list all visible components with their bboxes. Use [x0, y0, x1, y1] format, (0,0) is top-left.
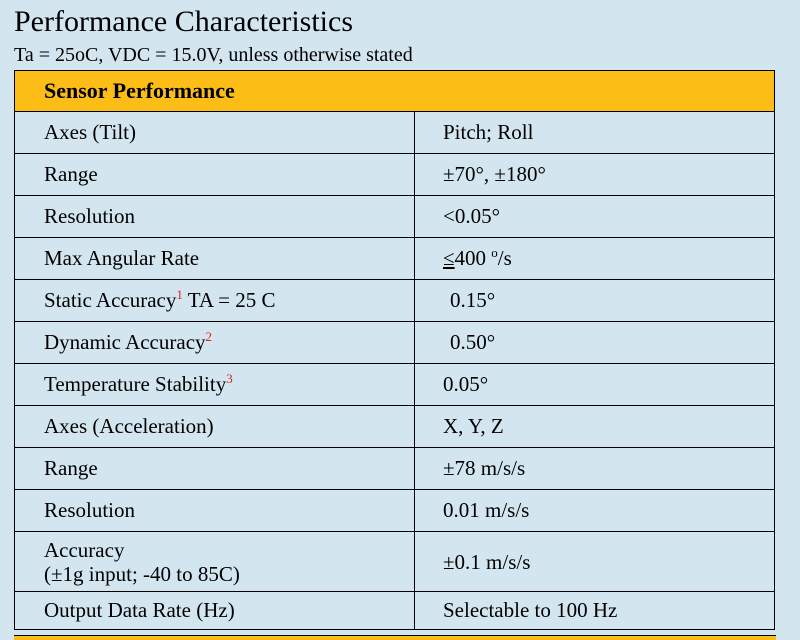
table-row: Resolution <0.05°: [14, 195, 776, 238]
page-subtitle: Ta = 25oC, VDC = 15.0V, unless otherwise…: [14, 44, 413, 66]
row-label: Dynamic Accuracy2: [14, 321, 415, 364]
table-row: Dynamic Accuracy2 0.50°: [14, 321, 776, 364]
row-value: 0.50°: [413, 321, 776, 364]
row-value: 0.05°: [413, 363, 776, 406]
row-label: Resolution: [14, 489, 415, 532]
row-label: Static Accuracy1 TA = 25 C: [14, 279, 415, 322]
degree-superscript: o: [491, 245, 498, 260]
next-section-header-strip: [14, 635, 776, 640]
row-label: Axes (Tilt): [14, 111, 415, 154]
row-label: Temperature Stability3: [14, 363, 415, 406]
row-label-text: Temperature Stability: [44, 372, 227, 396]
row-value: ±78 m/s/s: [413, 447, 776, 490]
row-value: Selectable to 100 Hz: [413, 591, 776, 630]
row-value-main: 400: [454, 246, 492, 270]
row-label: Max Angular Rate: [14, 237, 415, 280]
table-row: Range ±78 m/s/s: [14, 447, 776, 490]
row-label: Resolution: [14, 195, 415, 238]
row-value: ≤400 o/s: [413, 237, 776, 280]
table-row: Resolution 0.01 m/s/s: [14, 489, 776, 532]
row-label-line2: (±1g input; -40 to 85C): [44, 561, 240, 586]
row-label: Accuracy (±1g input; -40 to 85C): [14, 531, 415, 592]
table-row: Max Angular Rate ≤400 o/s: [14, 237, 776, 280]
row-value-unit: /s: [497, 246, 512, 270]
row-label-suffix: TA = 25 C: [182, 288, 276, 312]
row-label: Range: [14, 153, 415, 196]
row-label: Range: [14, 447, 415, 490]
leq-symbol: ≤: [443, 246, 455, 270]
footnote-marker: 1: [176, 287, 183, 302]
row-value: <0.05°: [413, 195, 776, 238]
row-label-text: Static Accuracy: [44, 288, 177, 312]
table-row: Axes (Tilt) Pitch; Roll: [14, 111, 776, 154]
row-label: Output Data Rate (Hz): [14, 591, 415, 630]
row-value: ±0.1 m/s/s: [413, 531, 776, 592]
table-row: Range ±70°, ±180°: [14, 153, 776, 196]
page-title: Performance Characteristics: [14, 5, 354, 38]
footnote-marker: 2: [205, 329, 213, 344]
table-header-row: Sensor Performance: [13, 70, 776, 112]
row-value: 0.01 m/s/s: [413, 489, 776, 532]
row-value: Pitch; Roll: [413, 111, 776, 154]
footnote-marker: 3: [226, 371, 233, 386]
table-row: Axes (Acceleration) X, Y, Z: [14, 405, 776, 448]
table-row: Temperature Stability3 0.05°: [14, 363, 776, 406]
row-value: 0.15°: [413, 279, 776, 322]
row-value: X, Y, Z: [413, 405, 776, 448]
sensor-performance-table: Sensor Performance Axes (Tilt) Pitch; Ro…: [13, 70, 776, 630]
row-value: ±70°, ±180°: [413, 153, 776, 196]
table-row: Static Accuracy1 TA = 25 C 0.15°: [14, 279, 776, 322]
table-row: Accuracy (±1g input; -40 to 85C) ±0.1 m/s…: [14, 531, 776, 592]
row-label-line1: Accuracy: [44, 537, 125, 562]
section-header: Sensor Performance: [13, 70, 776, 112]
row-label: Axes (Acceleration): [14, 405, 415, 448]
row-label-text: Dynamic Accuracy: [44, 330, 206, 354]
table-row: Output Data Rate (Hz) Selectable to 100 …: [14, 591, 776, 630]
